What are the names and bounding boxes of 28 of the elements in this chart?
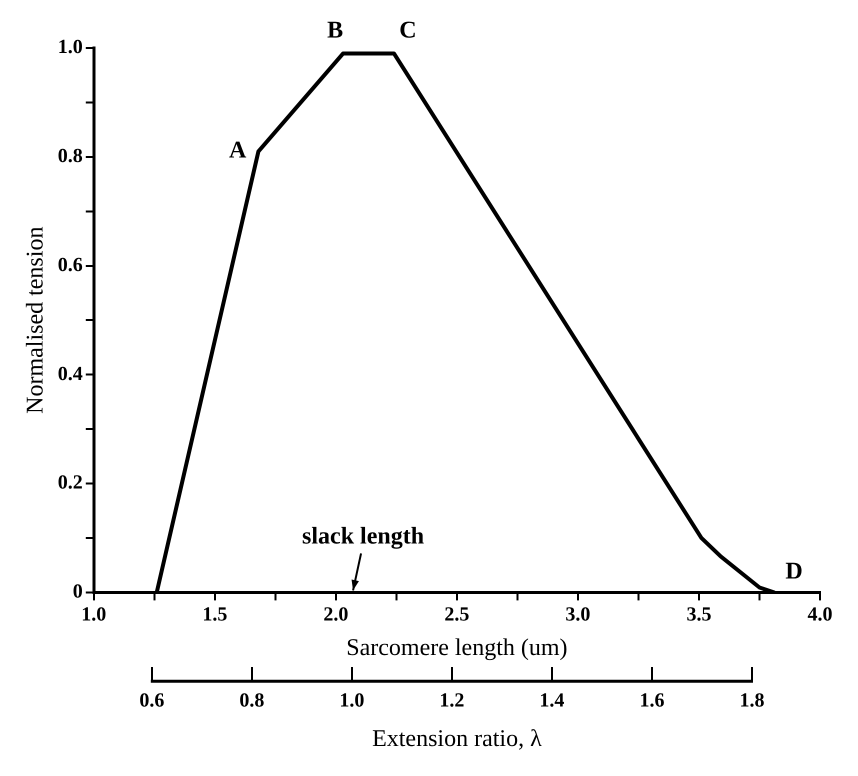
y-tick-label: 0.4 [58,362,83,385]
x2-tick-label: 1.0 [339,689,364,712]
x2-tick-label: 1.2 [439,689,464,712]
annotation: C [399,18,417,44]
x2-tick-label: 0.8 [239,689,264,712]
y-tick-label: 1.0 [58,36,83,58]
x2-tick-label: 1.6 [639,689,664,712]
y-tick-label: 0.6 [58,254,83,276]
annotation: D [785,558,803,585]
x2-tick-label: 0.6 [139,689,164,712]
x2-axis-title: Extension ratio, λ [372,726,542,752]
y-tick-label: 0.8 [58,145,83,168]
x-tick-label: 2.0 [323,604,348,626]
x-axis-title: Sarcomere length (um) [346,635,568,662]
x-tick-label: 4.0 [808,604,832,626]
x-tick-label: 3.5 [686,604,712,626]
x2-tick-label: 1.8 [739,689,764,712]
x-tick-label: 1.0 [81,604,106,626]
annotation: A [229,138,248,164]
annotation: slack length [302,524,424,550]
y-tick-label: 0.2 [58,472,83,494]
x-tick-label: 1.5 [202,604,228,626]
x-tick-label: 3.0 [565,604,590,626]
y-axis-title: Normalised tension [22,226,49,414]
annotation: B [327,18,344,44]
x2-tick-label: 1.4 [539,689,564,712]
x-tick-label: 2.5 [444,604,470,626]
y-tick-label: 0 [72,580,83,603]
